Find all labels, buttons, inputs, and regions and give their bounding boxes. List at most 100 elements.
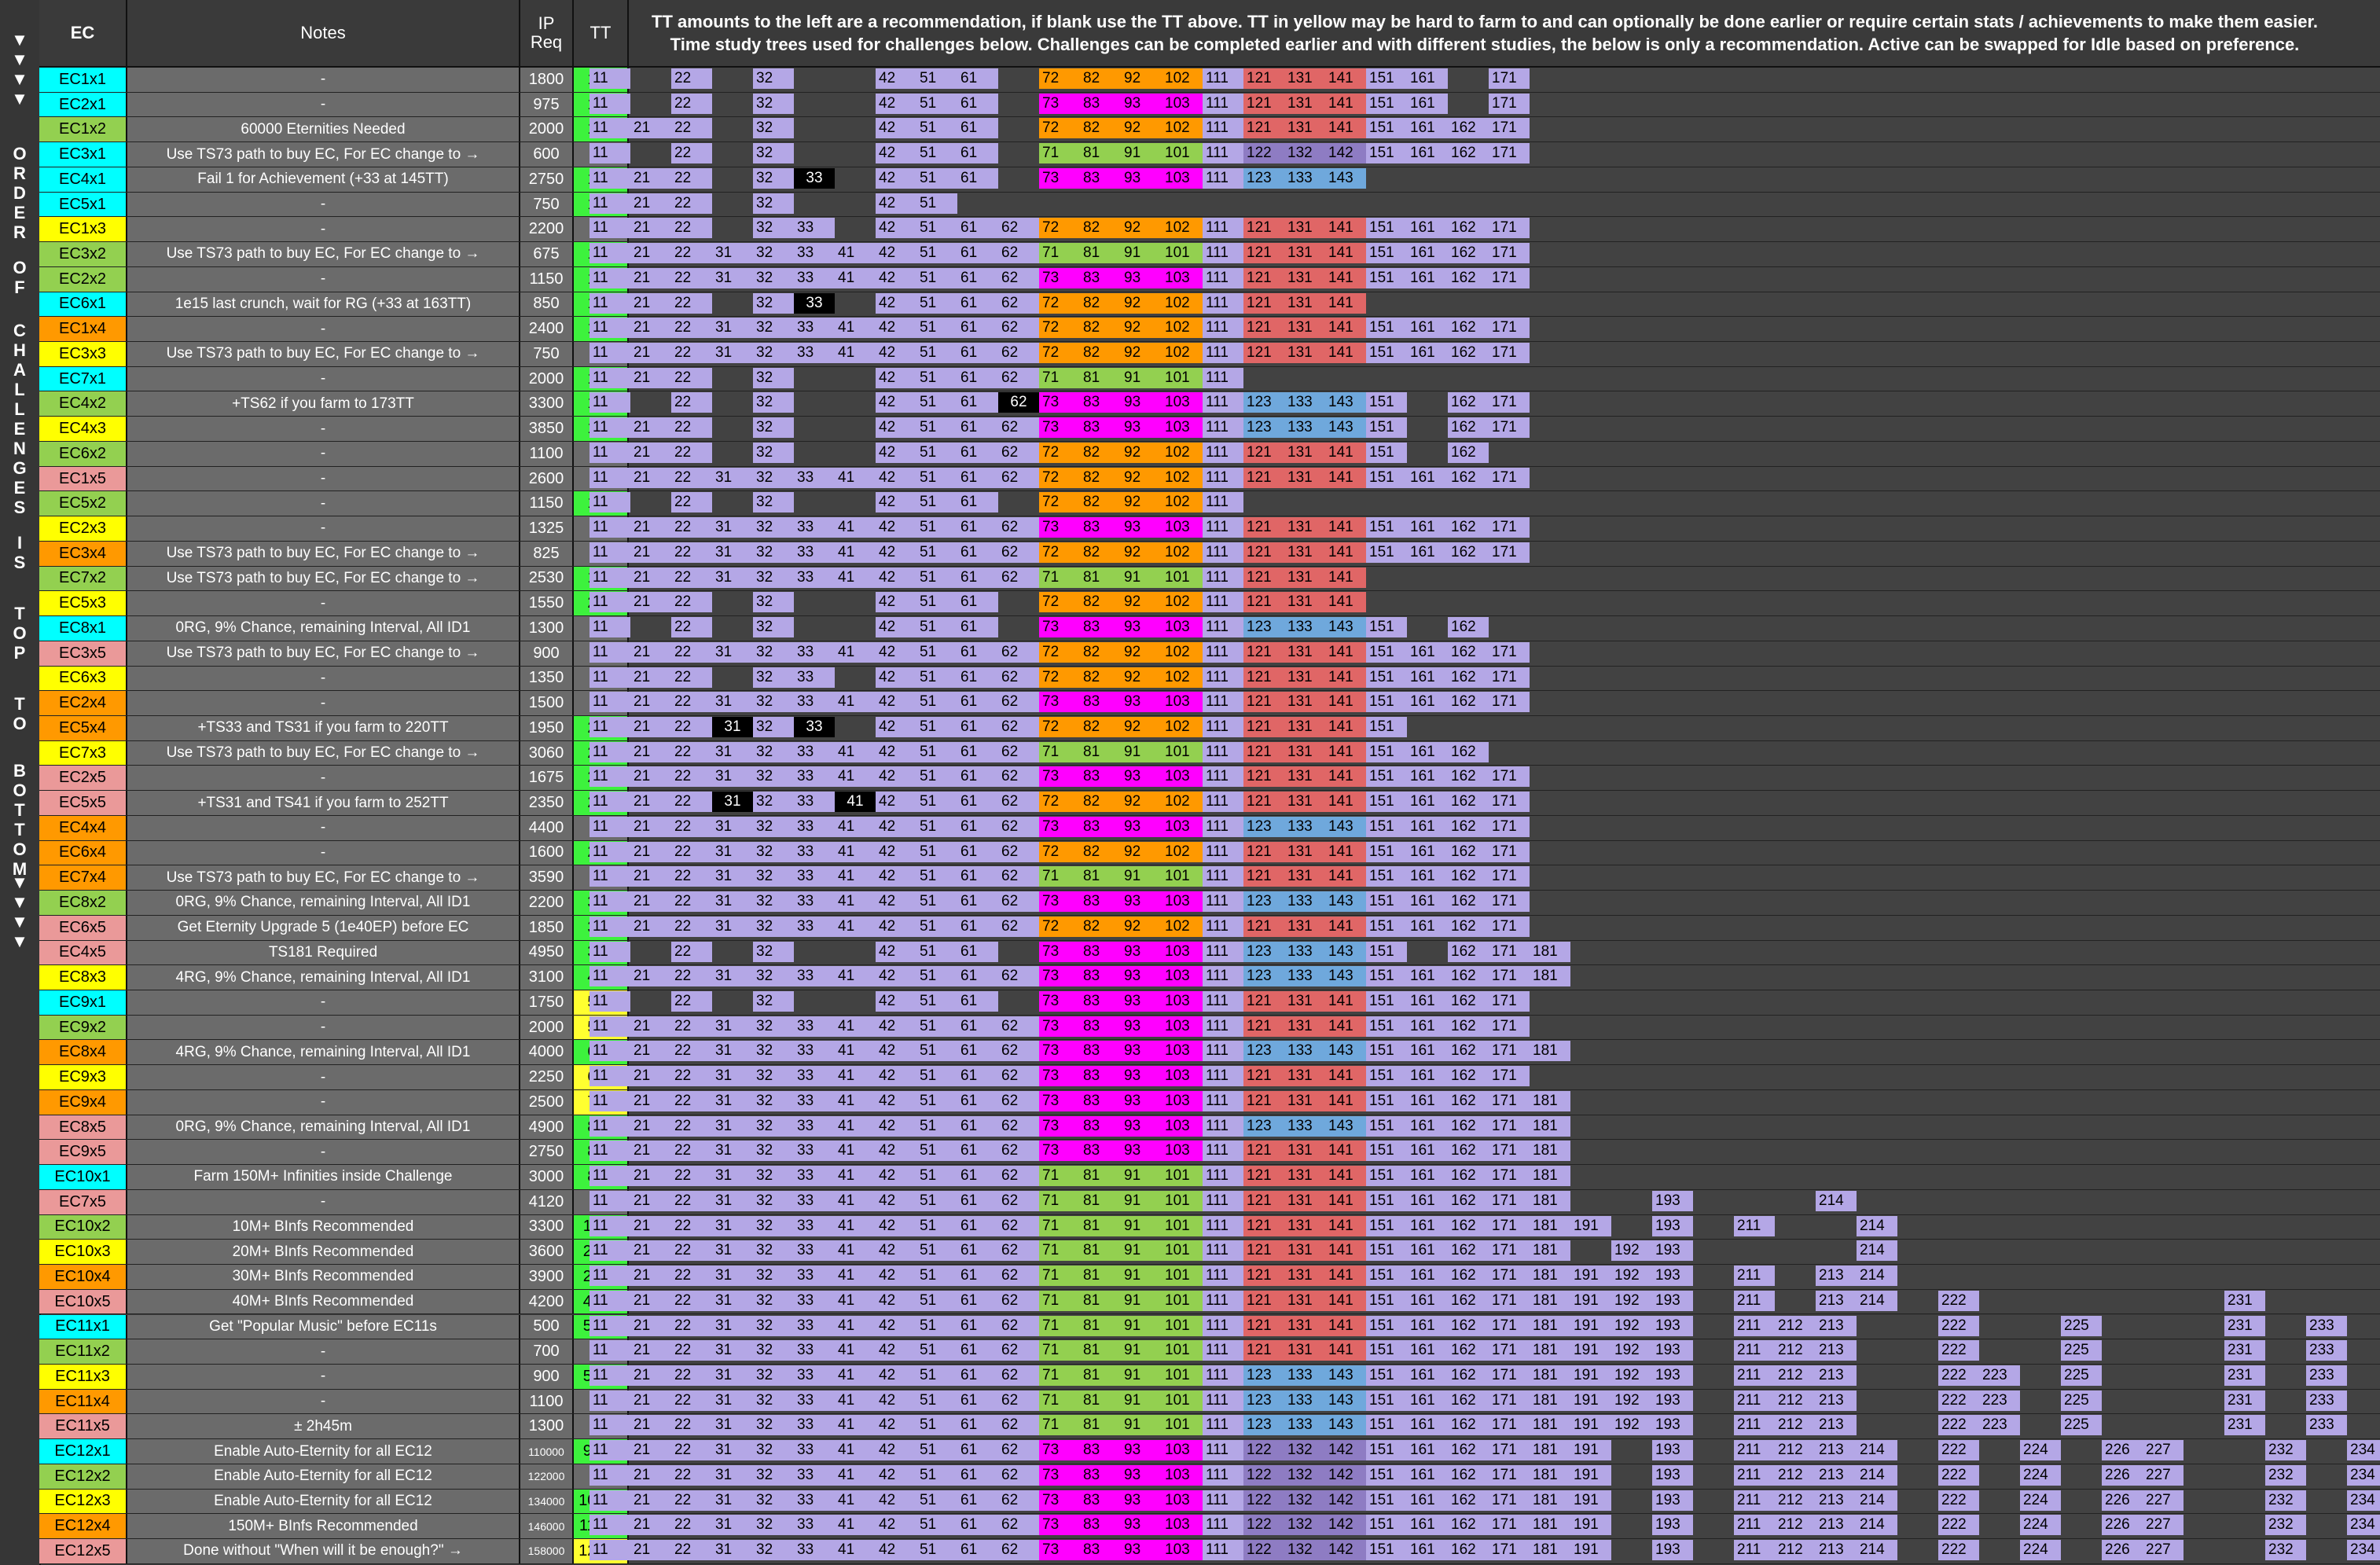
time-study-51[interactable]: 51 [916, 1365, 957, 1386]
note-cell[interactable]: +TS31 and TS41 if you farm to 252TT [127, 791, 520, 815]
time-study-213[interactable]: 213 [1816, 1290, 1857, 1311]
time-study-121[interactable]: 121 [1243, 1016, 1284, 1037]
time-study-21[interactable]: 21 [630, 1215, 671, 1236]
time-study-103[interactable]: 103 [1162, 1115, 1203, 1137]
time-study-101[interactable]: 101 [1162, 1315, 1203, 1336]
time-study-33[interactable]: 33 [794, 816, 835, 837]
time-study-171[interactable]: 171 [1489, 118, 1530, 139]
ip-req-cell[interactable]: 4120 [520, 1189, 574, 1214]
time-study-61[interactable]: 61 [957, 218, 998, 239]
ip-req-cell[interactable]: 975 [520, 92, 574, 117]
time-study-93[interactable]: 93 [1121, 617, 1162, 638]
time-study-22[interactable]: 22 [671, 667, 712, 688]
time-study-213[interactable]: 213 [1816, 1266, 1857, 1287]
time-study-161[interactable]: 161 [1407, 542, 1448, 563]
note-cell[interactable]: +TS33 and TS31 if you farm to 220TT [127, 715, 520, 740]
time-study-33[interactable]: 33 [794, 243, 835, 264]
time-study-103[interactable]: 103 [1162, 1540, 1203, 1561]
time-study-42[interactable]: 42 [876, 1115, 916, 1137]
time-study-214[interactable]: 214 [1857, 1266, 1897, 1287]
ip-req-cell[interactable]: 2200 [520, 891, 574, 915]
time-study-51[interactable]: 51 [916, 1240, 957, 1262]
time-study-192[interactable]: 192 [1611, 1290, 1652, 1311]
time-study-73[interactable]: 73 [1039, 1515, 1080, 1536]
time-study-21[interactable]: 21 [630, 641, 671, 663]
time-study-21[interactable]: 21 [630, 816, 671, 837]
time-study-91[interactable]: 91 [1121, 1290, 1162, 1311]
time-study-214[interactable]: 214 [1857, 1490, 1897, 1511]
time-study-21[interactable]: 21 [630, 716, 671, 737]
time-study-131[interactable]: 131 [1284, 641, 1325, 663]
time-study-83[interactable]: 83 [1080, 1540, 1121, 1561]
time-study-121[interactable]: 121 [1243, 542, 1284, 563]
time-study-32[interactable]: 32 [753, 417, 794, 439]
time-study-62[interactable]: 62 [998, 1464, 1039, 1486]
time-study-192[interactable]: 192 [1611, 1415, 1652, 1436]
time-study-211[interactable]: 211 [1734, 1464, 1775, 1486]
time-study-103[interactable]: 103 [1162, 966, 1203, 987]
time-study-171[interactable]: 171 [1489, 1490, 1530, 1511]
time-study-103[interactable]: 103 [1162, 1041, 1203, 1062]
time-study-42[interactable]: 42 [876, 517, 916, 538]
note-cell[interactable]: ± 2h45m [127, 1414, 520, 1439]
time-study-83[interactable]: 83 [1080, 1515, 1121, 1536]
time-study-42[interactable]: 42 [876, 816, 916, 837]
time-study-62[interactable]: 62 [998, 1365, 1039, 1386]
time-study-31[interactable]: 31 [712, 891, 753, 913]
time-study-171[interactable]: 171 [1489, 1290, 1530, 1311]
time-study-193[interactable]: 193 [1652, 1266, 1693, 1287]
time-study-121[interactable]: 121 [1243, 567, 1284, 588]
time-study-193[interactable]: 193 [1652, 1464, 1693, 1486]
time-study-41[interactable]: 41 [835, 741, 876, 762]
time-study-41[interactable]: 41 [835, 1041, 876, 1062]
time-study-61[interactable]: 61 [957, 716, 998, 737]
ec-label[interactable]: EC8x3 [39, 965, 127, 990]
time-study-131[interactable]: 131 [1284, 118, 1325, 139]
time-study-33[interactable]: 33 [794, 841, 835, 862]
ec-label[interactable]: EC5x2 [39, 491, 127, 516]
time-study-31[interactable]: 31 [712, 1190, 753, 1211]
time-study-103[interactable]: 103 [1162, 1440, 1203, 1461]
time-study-141[interactable]: 141 [1325, 318, 1366, 339]
time-study-193[interactable]: 193 [1652, 1290, 1693, 1311]
time-study-111[interactable]: 111 [1203, 143, 1243, 164]
time-study-33[interactable]: 33 [794, 1515, 835, 1536]
time-study-21[interactable]: 21 [630, 193, 671, 214]
ip-req-cell[interactable]: 600 [520, 142, 574, 167]
time-study-93[interactable]: 93 [1121, 93, 1162, 114]
time-study-111[interactable]: 111 [1203, 243, 1243, 264]
ip-req-cell[interactable]: 3060 [520, 740, 574, 766]
note-cell[interactable]: +TS62 if you farm to 173TT [127, 391, 520, 417]
note-cell[interactable]: - [127, 1140, 520, 1165]
time-study-21[interactable]: 21 [630, 692, 671, 713]
time-study-82[interactable]: 82 [1080, 716, 1121, 737]
time-study-31[interactable]: 31 [712, 841, 753, 862]
note-cell[interactable]: Use TS73 path to buy EC, For EC change t… [127, 566, 520, 591]
time-study-111[interactable]: 111 [1203, 792, 1243, 813]
time-study-121[interactable]: 121 [1243, 243, 1284, 264]
ip-req-cell[interactable]: 146000 [520, 1514, 574, 1539]
ec-label[interactable]: EC9x4 [39, 1089, 127, 1115]
time-study-82[interactable]: 82 [1080, 916, 1121, 937]
time-study-171[interactable]: 171 [1489, 343, 1530, 364]
time-study-73[interactable]: 73 [1039, 93, 1080, 114]
time-study-81[interactable]: 81 [1080, 567, 1121, 588]
time-study-143[interactable]: 143 [1325, 167, 1366, 189]
time-study-93[interactable]: 93 [1121, 1115, 1162, 1137]
time-study-83[interactable]: 83 [1080, 1066, 1121, 1087]
time-study-161[interactable]: 161 [1407, 991, 1448, 1012]
time-study-73[interactable]: 73 [1039, 417, 1080, 439]
time-study-161[interactable]: 161 [1407, 1490, 1448, 1511]
time-study-73[interactable]: 73 [1039, 966, 1080, 987]
time-study-143[interactable]: 143 [1325, 617, 1366, 638]
time-study-61[interactable]: 61 [957, 243, 998, 264]
time-study-161[interactable]: 161 [1407, 841, 1448, 862]
time-study-11[interactable]: 11 [589, 392, 630, 413]
ec-label[interactable]: EC6x4 [39, 840, 127, 865]
time-study-11[interactable]: 11 [589, 1365, 630, 1386]
time-study-42[interactable]: 42 [876, 716, 916, 737]
time-study-92[interactable]: 92 [1121, 318, 1162, 339]
ip-req-cell[interactable]: 900 [520, 641, 574, 666]
time-study-211[interactable]: 211 [1734, 1266, 1775, 1287]
time-study-22[interactable]: 22 [671, 1041, 712, 1062]
